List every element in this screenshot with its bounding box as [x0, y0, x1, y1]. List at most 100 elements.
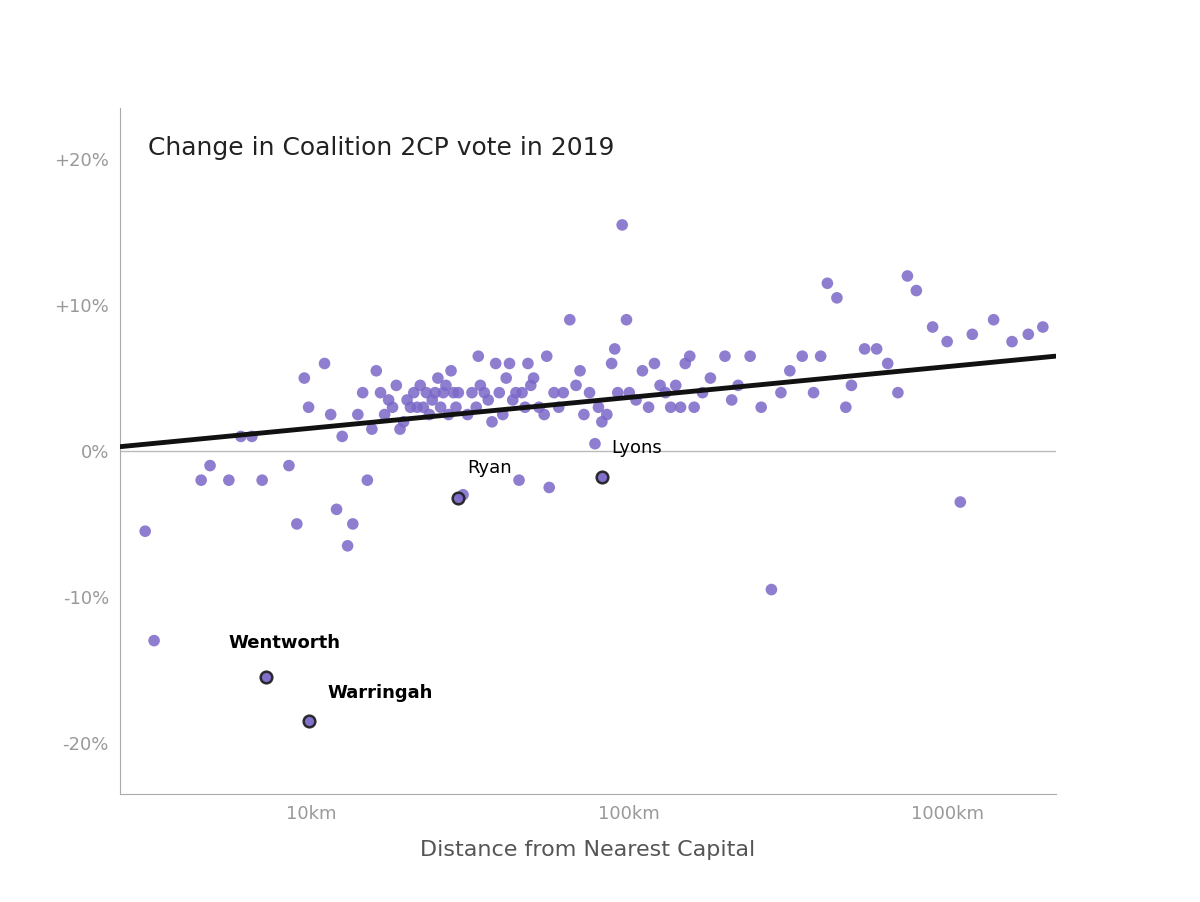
Point	[439, 408, 458, 422]
Point	[550, 400, 569, 414]
Point	[575, 408, 594, 422]
Point	[888, 385, 907, 400]
Point	[518, 356, 538, 371]
Point	[923, 320, 942, 335]
Point	[332, 429, 352, 444]
Point	[136, 524, 155, 538]
Point	[619, 385, 638, 400]
Point	[827, 290, 846, 305]
Point	[836, 400, 856, 414]
Point	[479, 392, 498, 407]
Point	[589, 400, 608, 414]
Point	[242, 429, 262, 444]
Point	[486, 356, 505, 371]
Point	[817, 276, 836, 290]
Point	[1002, 335, 1021, 349]
Point	[386, 378, 406, 392]
Point	[458, 408, 478, 422]
Point	[503, 392, 522, 407]
Point	[1019, 327, 1038, 342]
Point	[516, 400, 535, 414]
Point	[379, 392, 398, 407]
Point	[490, 385, 509, 400]
Text: Change in Coalition 2CP vote in 2019: Change in Coalition 2CP vote in 2019	[148, 135, 614, 160]
Point	[907, 283, 926, 298]
Point	[715, 349, 734, 364]
Point	[454, 488, 473, 502]
Point	[605, 342, 624, 356]
Point	[538, 349, 557, 364]
Point	[684, 400, 703, 414]
Point	[144, 633, 163, 648]
Text: Wentworth: Wentworth	[229, 634, 341, 652]
Point	[500, 356, 520, 371]
Point	[656, 385, 676, 400]
Point	[617, 312, 636, 327]
Point	[295, 371, 314, 385]
Point	[676, 356, 695, 371]
Point	[626, 392, 646, 407]
Point	[545, 385, 564, 400]
Point	[692, 385, 712, 400]
Point	[408, 400, 427, 414]
Point	[299, 713, 318, 728]
Point	[422, 392, 442, 407]
Point	[446, 400, 466, 414]
Point	[593, 470, 612, 484]
Point	[358, 473, 377, 487]
Point	[512, 385, 532, 400]
Point	[449, 385, 468, 400]
Point	[856, 342, 875, 356]
Point	[404, 385, 424, 400]
Point	[322, 408, 341, 422]
Point	[868, 342, 887, 356]
Point	[608, 385, 628, 400]
Point	[376, 408, 395, 422]
Point	[401, 400, 420, 414]
Point	[220, 473, 239, 487]
Point	[666, 378, 685, 392]
Point	[348, 408, 367, 422]
X-axis label: Distance from Nearest Capital: Distance from Nearest Capital	[420, 840, 756, 860]
Text: Warringah: Warringah	[328, 684, 432, 702]
Point	[462, 385, 481, 400]
Point	[566, 378, 586, 392]
Point	[343, 517, 362, 531]
Point	[390, 422, 409, 437]
Point	[280, 458, 299, 473]
Point	[586, 437, 605, 451]
Point	[728, 378, 748, 392]
Point	[878, 356, 898, 371]
Point	[701, 371, 720, 385]
Point	[257, 670, 276, 685]
Point	[540, 480, 559, 494]
Point	[553, 385, 572, 400]
Point	[521, 378, 540, 392]
Point	[252, 473, 271, 487]
Point	[772, 385, 791, 400]
Point	[811, 349, 830, 364]
Point	[529, 400, 548, 414]
Point	[287, 517, 306, 531]
Point	[367, 364, 386, 378]
Point	[680, 349, 700, 364]
Point	[661, 400, 680, 414]
Point	[580, 385, 599, 400]
Point	[632, 364, 652, 378]
Point	[497, 371, 516, 385]
Point	[428, 371, 448, 385]
Point	[671, 400, 690, 414]
Point	[437, 378, 456, 392]
Point	[898, 269, 917, 283]
Point	[442, 364, 461, 378]
Point	[598, 408, 617, 422]
Point	[740, 349, 760, 364]
Point	[338, 538, 358, 553]
Text: Ryan: Ryan	[468, 459, 512, 477]
Point	[314, 356, 334, 371]
Point	[602, 356, 622, 371]
Point	[570, 364, 589, 378]
Point	[534, 408, 553, 422]
Point	[426, 385, 445, 400]
Point	[467, 400, 486, 414]
